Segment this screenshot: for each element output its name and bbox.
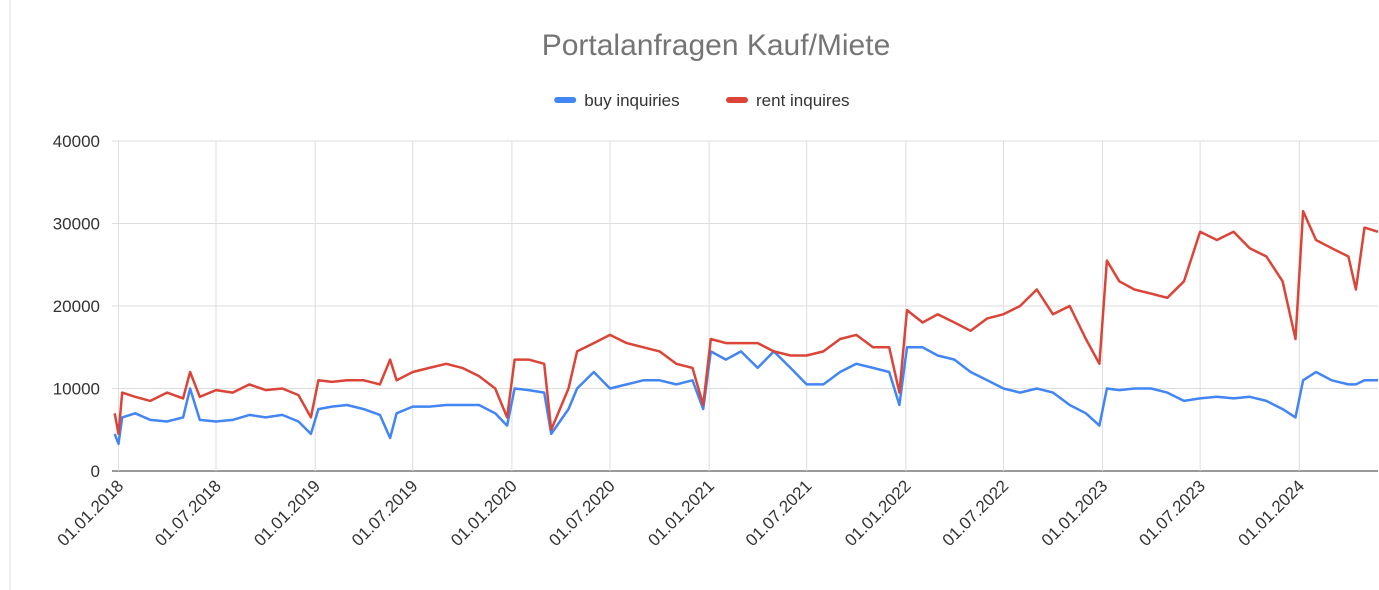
- chart-title: Portalanfragen Kauf/Miete: [542, 29, 891, 62]
- x-tick-label: 01.01.2018: [54, 476, 128, 550]
- x-tick-label: 01.01.2022: [841, 476, 915, 550]
- y-tick-label: 0: [91, 462, 100, 481]
- series-line: [113, 209, 1379, 436]
- legend: buy inquiries rent inquires: [554, 91, 850, 110]
- series-line: [113, 346, 1378, 446]
- x-tick-label: 01.07.2018: [151, 476, 225, 550]
- x-tick-label: 01.01.2020: [447, 476, 521, 550]
- legend-label: rent inquires: [756, 91, 850, 110]
- x-tick-label: 01.07.2022: [939, 476, 1013, 550]
- legend-swatch: [726, 97, 748, 103]
- y-tick-label: 40000: [53, 132, 100, 151]
- legend-label: buy inquiries: [584, 91, 679, 110]
- y-tick-label: 10000: [53, 380, 100, 399]
- x-tick-label: 01.01.2021: [644, 476, 718, 550]
- x-tick-label: 01.01.2019: [250, 476, 324, 550]
- y-tick-label: 20000: [53, 297, 100, 316]
- x-tick-label: 01.07.2021: [742, 476, 816, 550]
- x-tick-label: 01.07.2023: [1135, 476, 1209, 550]
- x-tick-label: 01.01.2024: [1235, 476, 1309, 550]
- legend-swatch: [554, 97, 577, 103]
- x-tick-label: 01.07.2019: [348, 476, 422, 550]
- x-tick-label: 01.07.2020: [545, 476, 619, 550]
- x-tick-label: 01.01.2023: [1038, 476, 1112, 550]
- y-tick-label: 30000: [53, 215, 100, 234]
